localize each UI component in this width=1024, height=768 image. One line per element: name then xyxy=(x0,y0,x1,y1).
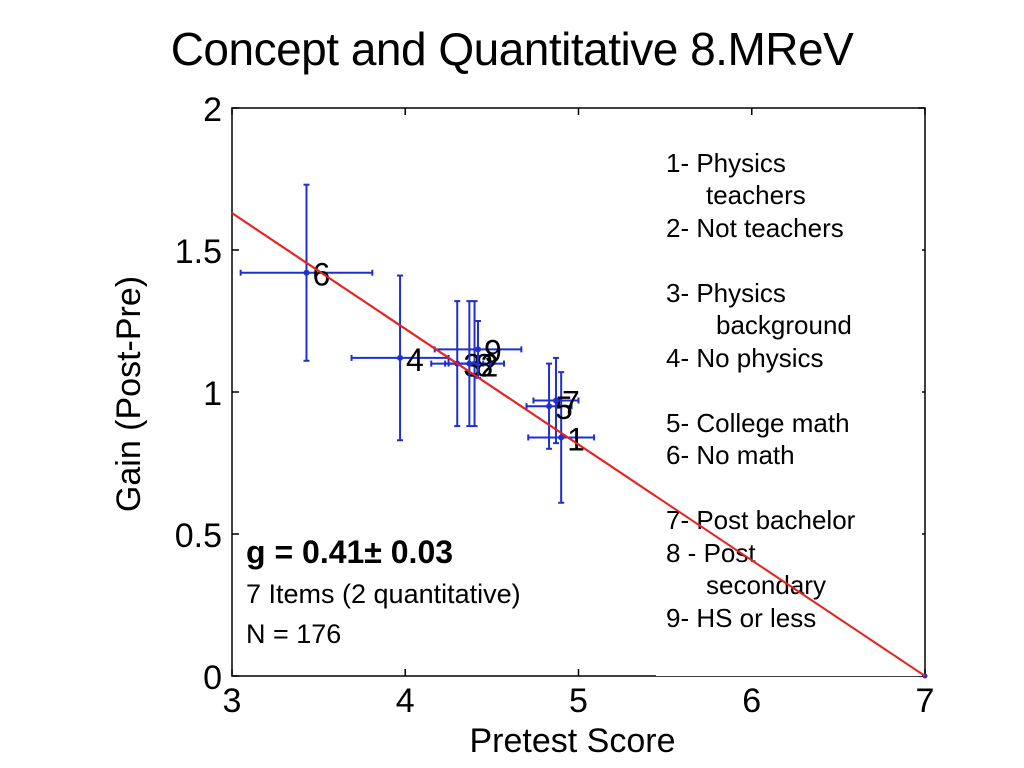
y-tick-label: 0.5 xyxy=(175,517,222,555)
legend-entry: 8 - Post xyxy=(666,538,756,568)
data-point-group: 4 xyxy=(350,274,450,442)
stats-box: g = 0.41± 0.03 7 Items (2 quantitative) … xyxy=(246,530,646,654)
point-label: 8 xyxy=(475,348,493,384)
y-tick-label: 1.5 xyxy=(175,233,222,271)
legend-entry: 2- Not teachers xyxy=(666,213,844,243)
legend-entry-continuation: teachers xyxy=(706,180,806,210)
data-point-group: 7 xyxy=(532,356,580,445)
data-point xyxy=(466,360,473,367)
data-point-group: 6 xyxy=(239,183,374,362)
data-point-group: 5 xyxy=(525,362,573,450)
data-points-layer: 123456789 xyxy=(239,183,596,504)
legend-entry: 1- Physics xyxy=(666,148,786,178)
legend-box xyxy=(656,140,922,676)
data-point-group: 1 xyxy=(527,371,596,504)
y-tick-label: 2 xyxy=(203,91,222,129)
x-tick-label: 7 xyxy=(916,682,935,720)
x-tick-label: 4 xyxy=(396,682,415,720)
data-point xyxy=(475,346,482,353)
slide-title: Concept and Quantitative 8.MReV xyxy=(170,23,854,75)
y-tick-label: 1 xyxy=(203,375,222,413)
point-label: 4 xyxy=(406,342,424,378)
point-label: 3 xyxy=(463,348,481,384)
sample-size: N = 176 xyxy=(246,619,342,649)
data-point xyxy=(303,269,310,276)
axis-labels-layer: 0 0.5 1 1.5 2 3 4 5 6 7 Pretest Score Gain (Post-Pr… xyxy=(110,91,934,760)
data-point xyxy=(558,434,565,441)
legend-entry: 6- No math xyxy=(666,440,795,470)
legend-entry: 9- HS or less xyxy=(666,603,816,633)
legend-entry: 7- Post bachelor xyxy=(666,505,856,535)
point-label: 1 xyxy=(567,421,585,457)
x-tick-label: 3 xyxy=(223,682,242,720)
items-count: 7 Items (2 quantitative) xyxy=(246,579,521,609)
legend-entry-continuation: background xyxy=(716,310,852,340)
point-label: 6 xyxy=(312,257,330,293)
x-tick-label: 5 xyxy=(569,682,588,720)
legend-entry-continuation: secondary xyxy=(706,570,826,600)
x-axis-title: Pretest Score xyxy=(470,722,676,760)
point-label: 5 xyxy=(555,390,573,426)
data-point-group: 8 xyxy=(447,300,493,428)
data-point xyxy=(552,397,559,404)
legend-entry: 5- College math xyxy=(666,408,850,438)
gain-statistic: g = 0.41± 0.03 xyxy=(246,534,454,570)
regression-line-overlay xyxy=(231,212,926,677)
x-tick-label: 6 xyxy=(742,682,761,720)
legend-entry: 4- No physics xyxy=(666,343,824,373)
data-point xyxy=(397,354,404,361)
y-axis-title: Gain (Post-Pre) xyxy=(110,276,148,512)
point-label: 9 xyxy=(484,333,502,369)
point-label: 7 xyxy=(562,385,580,421)
legend-entry: 3- Physics xyxy=(666,278,786,308)
data-point xyxy=(546,403,553,410)
y-tick-label: 0 xyxy=(203,659,222,697)
